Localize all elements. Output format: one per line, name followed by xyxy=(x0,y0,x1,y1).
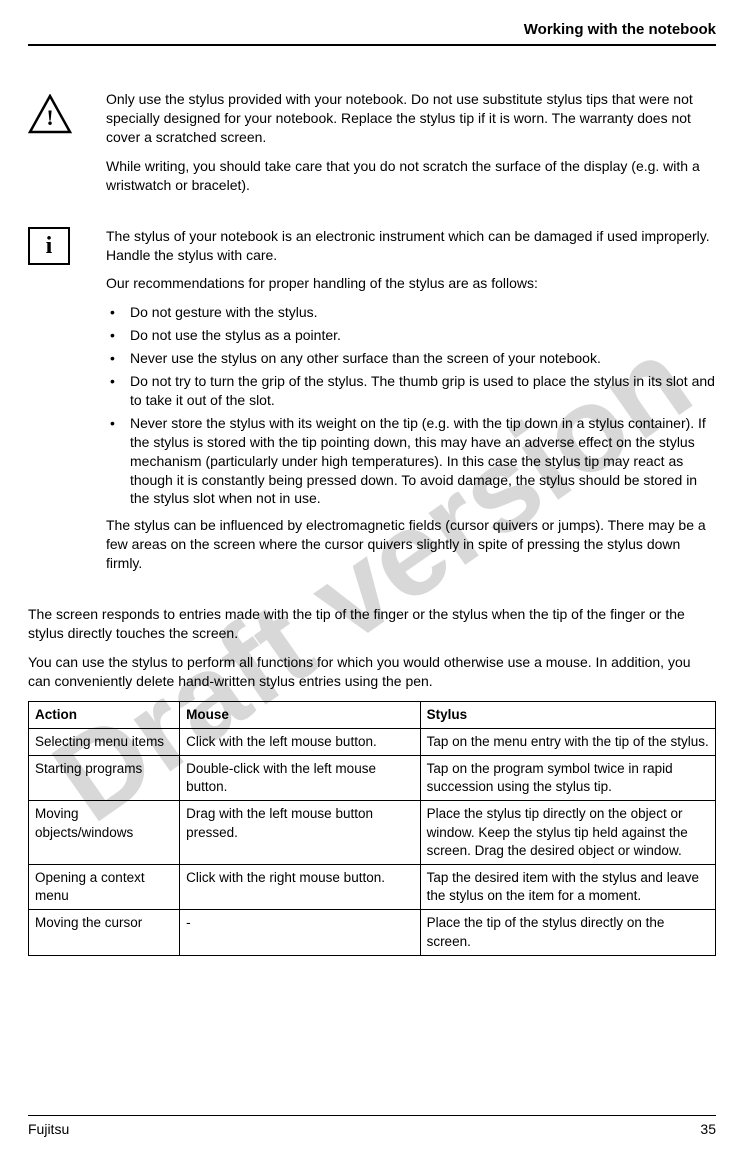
cell-mouse: Drag with the left mouse button pressed. xyxy=(180,801,420,865)
info-i-icon: i xyxy=(46,230,53,262)
th-mouse: Mouse xyxy=(180,701,420,728)
body-para-2: You can use the stylus to perform all fu… xyxy=(28,653,716,691)
cell-stylus: Tap on the program symbol twice in rapid… xyxy=(420,755,715,800)
page-content: Working with the notebook ! Only use the… xyxy=(28,20,716,956)
list-item: Do not try to turn the grip of the stylu… xyxy=(106,372,716,410)
list-item: Never store the stylus with its weight o… xyxy=(106,414,716,508)
warning-block: ! Only use the stylus provided with your… xyxy=(28,90,716,204)
warning-icon-col: ! xyxy=(28,90,106,204)
cell-mouse: - xyxy=(180,910,420,955)
footer-left: Fujitsu xyxy=(28,1120,69,1139)
th-action: Action xyxy=(29,701,180,728)
cell-mouse: Double-click with the left mouse button. xyxy=(180,755,420,800)
info-para-3: The stylus can be influenced by electrom… xyxy=(106,516,716,573)
table-row: Selecting menu items Click with the left… xyxy=(29,728,716,755)
cell-stylus: Place the stylus tip directly on the obj… xyxy=(420,801,715,865)
list-item: Do not gesture with the stylus. xyxy=(106,303,716,322)
cell-mouse: Click with the right mouse button. xyxy=(180,865,420,910)
cell-action: Selecting menu items xyxy=(29,728,180,755)
action-table: Action Mouse Stylus Selecting menu items… xyxy=(28,701,716,956)
info-block: i The stylus of your notebook is an elec… xyxy=(28,227,716,583)
cell-stylus: Tap on the menu entry with the tip of th… xyxy=(420,728,715,755)
cell-action: Opening a context menu xyxy=(29,865,180,910)
cell-stylus: Place the tip of the stylus directly on … xyxy=(420,910,715,955)
table-header-row: Action Mouse Stylus xyxy=(29,701,716,728)
info-icon-col: i xyxy=(28,227,106,583)
info-bullets: Do not gesture with the stylus. Do not u… xyxy=(106,303,716,508)
warning-para-1: Only use the stylus provided with your n… xyxy=(106,90,716,147)
exclamation-icon: ! xyxy=(28,103,72,133)
cell-stylus: Tap the desired item with the stylus and… xyxy=(420,865,715,910)
page-header-title: Working with the notebook xyxy=(28,20,716,46)
table-row: Moving the cursor - Place the tip of the… xyxy=(29,910,716,955)
th-stylus: Stylus xyxy=(420,701,715,728)
table-row: Opening a context menu Click with the ri… xyxy=(29,865,716,910)
page-footer: Fujitsu 35 xyxy=(28,1115,716,1139)
list-item: Do not use the stylus as a pointer. xyxy=(106,326,716,345)
warning-para-2: While writing, you should take care that… xyxy=(106,157,716,195)
list-item: Never use the stylus on any other surfac… xyxy=(106,349,716,368)
cell-mouse: Click with the left mouse button. xyxy=(180,728,420,755)
body-para-1: The screen responds to entries made with… xyxy=(28,605,716,643)
cell-action: Moving the cursor xyxy=(29,910,180,955)
table-row: Starting programs Double-click with the … xyxy=(29,755,716,800)
footer-right: 35 xyxy=(700,1120,716,1139)
warning-icon: ! xyxy=(28,94,72,134)
info-para-2: Our recommendations for proper handling … xyxy=(106,274,716,293)
info-text: The stylus of your notebook is an electr… xyxy=(106,227,716,583)
warning-text: Only use the stylus provided with your n… xyxy=(106,90,716,204)
table-row: Moving objects/windows Drag with the lef… xyxy=(29,801,716,865)
info-icon: i xyxy=(28,227,70,265)
cell-action: Starting programs xyxy=(29,755,180,800)
info-para-1: The stylus of your notebook is an electr… xyxy=(106,227,716,265)
cell-action: Moving objects/windows xyxy=(29,801,180,865)
